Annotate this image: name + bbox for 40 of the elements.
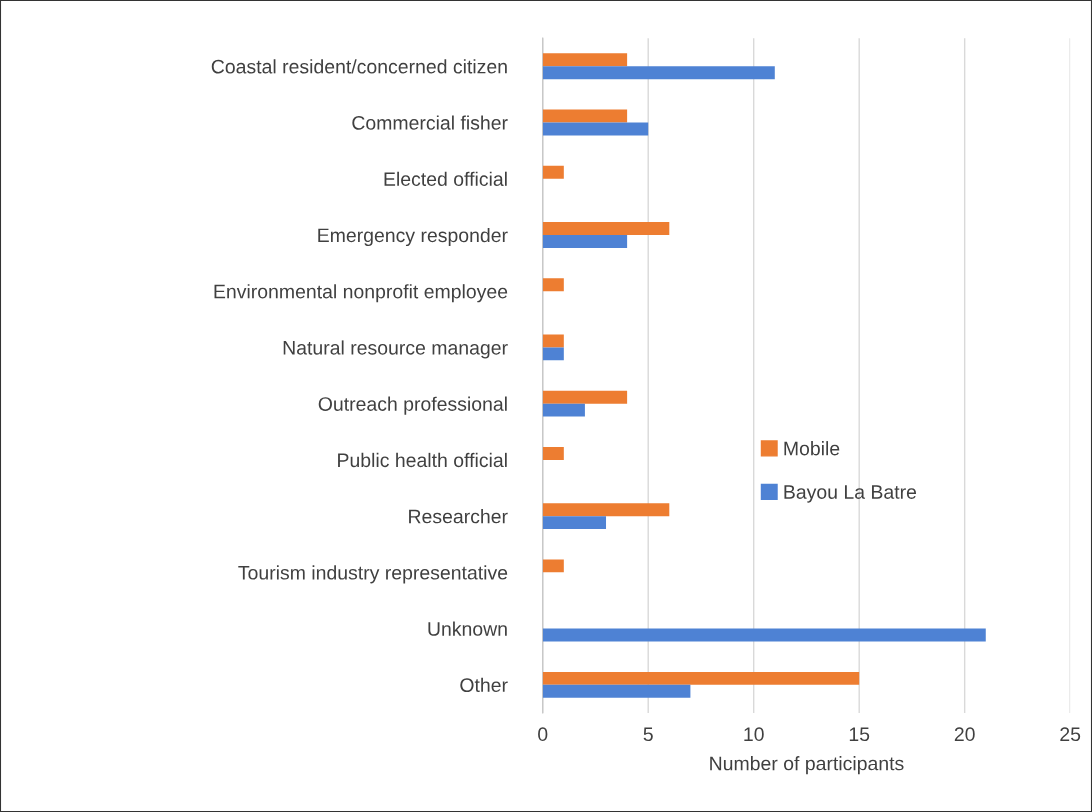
y-tick-label: Outreach professional bbox=[318, 396, 507, 415]
x-tick-label: 5 bbox=[643, 727, 653, 742]
x-tick-label: 25 bbox=[1060, 727, 1081, 742]
bar bbox=[542, 503, 670, 517]
bar bbox=[542, 334, 564, 348]
y-tick-label: Other bbox=[460, 677, 508, 693]
x-tick-label: 15 bbox=[849, 727, 870, 742]
bar bbox=[542, 390, 628, 404]
x-tick-label: 10 bbox=[744, 727, 764, 742]
y-tick-label: Commercial fisher bbox=[352, 115, 508, 130]
bar bbox=[542, 628, 986, 642]
y-tick-label: Emergency responder bbox=[318, 227, 508, 247]
y-tick-label: Unknown bbox=[428, 621, 507, 636]
bar bbox=[542, 234, 628, 248]
bar bbox=[542, 671, 860, 685]
legend-label: Bayou La Batre bbox=[784, 485, 917, 503]
bar bbox=[542, 278, 564, 292]
y-tick-label: Public health official bbox=[338, 452, 507, 468]
bar bbox=[542, 222, 670, 235]
bar bbox=[542, 347, 564, 361]
y-tick-label: Environmental nonprofit employee bbox=[214, 284, 508, 303]
bar bbox=[542, 403, 585, 417]
x-tick-label: 20 bbox=[954, 727, 975, 742]
bar bbox=[542, 122, 649, 136]
bar bbox=[542, 516, 607, 530]
bar bbox=[542, 559, 564, 573]
y-tick-label: Researcher bbox=[409, 509, 508, 524]
y-tick-label: Coastal resident/concerned citizen bbox=[211, 59, 507, 74]
bar bbox=[542, 684, 691, 698]
bar bbox=[542, 109, 628, 123]
y-tick-label: Tourism industry representative bbox=[238, 565, 508, 584]
x-tick-label: 0 bbox=[538, 727, 548, 742]
bar bbox=[542, 446, 564, 460]
bar bbox=[542, 53, 628, 67]
legend-label: Mobile bbox=[784, 441, 840, 456]
y-tick-label: Elected official bbox=[384, 171, 507, 186]
x-axis-title: Number of participants bbox=[710, 756, 904, 775]
y-tick-label: Natural resource manager bbox=[283, 340, 508, 359]
bar bbox=[542, 165, 564, 179]
bar bbox=[542, 66, 775, 80]
